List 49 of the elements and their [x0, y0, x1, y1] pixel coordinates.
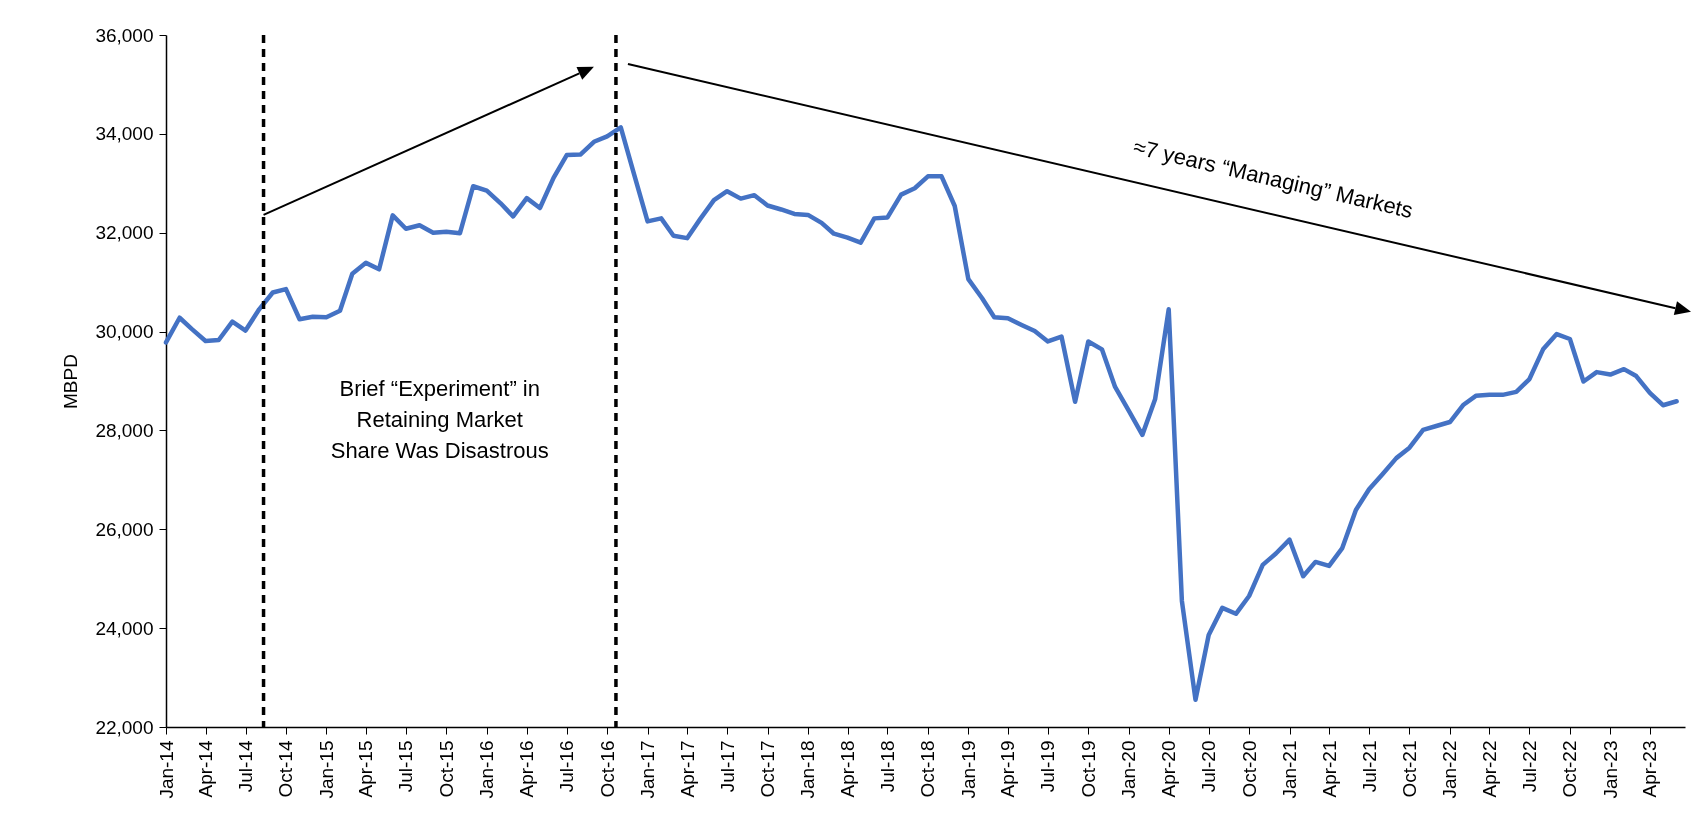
x-tick-label: Jan-23: [1599, 740, 1621, 799]
y-tick-label: 36,000: [95, 24, 154, 46]
x-tick-label: Apr-15: [355, 740, 377, 798]
y-tick-label: 22,000: [95, 716, 154, 738]
x-tick-label: Jan-17: [637, 740, 659, 799]
x-tick-label: Jul-20: [1198, 740, 1220, 793]
x-tick-label: Apr-19: [997, 740, 1019, 798]
x-tick-label: Jan-22: [1439, 740, 1461, 799]
x-tick-label: Jan-20: [1118, 740, 1140, 799]
x-tick-label: Jan-19: [957, 740, 979, 799]
x-tick-label: Jan-15: [315, 740, 337, 799]
x-tick-label: Apr-23: [1639, 740, 1661, 798]
x-tick-label: Oct-18: [917, 740, 939, 798]
x-tick-label: Oct-17: [757, 740, 779, 798]
x-tick-label: Jul-15: [395, 740, 417, 793]
x-tick-label: Apr-21: [1318, 740, 1340, 798]
y-tick-label: 32,000: [95, 222, 154, 244]
x-tick-label: Oct-20: [1238, 740, 1260, 798]
x-tick-label: Oct-19: [1077, 740, 1099, 798]
x-tick-label: Jul-16: [556, 740, 578, 793]
x-tick-label: Apr-16: [516, 740, 538, 798]
x-tick-label: Jan-16: [476, 740, 498, 799]
x-tick-label: Jan-14: [155, 740, 177, 799]
x-tick-label: Apr-22: [1478, 740, 1500, 798]
x-tick-label: Jul-17: [716, 740, 738, 793]
x-tick-label: Oct-22: [1559, 740, 1581, 798]
y-tick-label: 28,000: [95, 419, 154, 441]
x-tick-label: Apr-18: [837, 740, 859, 798]
x-tick-label: Apr-20: [1158, 740, 1180, 798]
x-tick-label: Apr-17: [676, 740, 698, 798]
x-tick-label: Jul-18: [876, 740, 898, 793]
x-tick-label: Oct-15: [435, 740, 457, 798]
x-tick-label: Jul-19: [1037, 740, 1059, 793]
x-tick-label: Jan-21: [1279, 740, 1301, 799]
y-tick-label: 26,000: [95, 518, 154, 540]
y-tick-label: 30,000: [95, 321, 154, 343]
x-tick-label: Jul-21: [1358, 740, 1380, 793]
x-tick-label: Jul-22: [1518, 740, 1540, 793]
x-tick-label: Oct-21: [1399, 740, 1420, 798]
annotation: Brief “Experiment” in Retaining Market Share Was Disastrous: [329, 375, 550, 465]
y-tick-label: 24,000: [95, 617, 154, 639]
x-tick-label: Oct-16: [596, 740, 618, 798]
x-tick-label: Oct-14: [275, 740, 297, 798]
x-tick-label: Apr-14: [195, 740, 217, 798]
y-axis-title: MBPD: [60, 354, 82, 409]
line-series: [163, 125, 1679, 703]
x-tick-label: Jan-18: [797, 740, 819, 799]
x-tick-label: Jul-14: [235, 740, 257, 793]
y-tick-label: 34,000: [95, 123, 154, 145]
